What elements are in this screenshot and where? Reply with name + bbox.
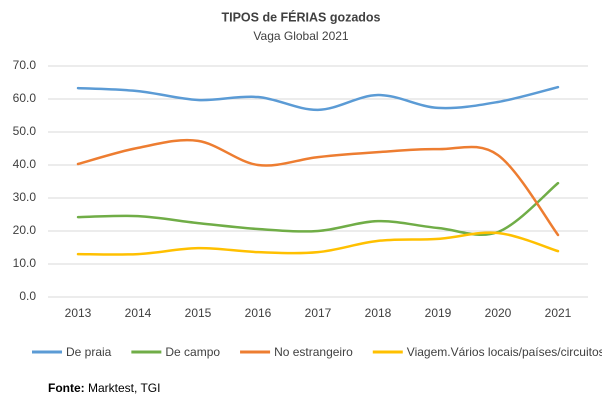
x-tick-label: 2018 [365, 306, 392, 320]
series-line [76, 181, 560, 237]
y-tick-label: 50.0 [13, 124, 37, 138]
source-label: Fonte: [48, 381, 85, 395]
chart-subtitle: Vaga Global 2021 [253, 29, 349, 43]
legend-label: De campo [165, 345, 220, 359]
x-tick-label: 2020 [485, 306, 512, 320]
y-tick-label: 60.0 [13, 91, 37, 105]
source-text: Marktest, TGI [85, 381, 161, 395]
x-tick-label: 2017 [305, 306, 332, 320]
x-tick-label: 2015 [185, 306, 212, 320]
y-tick-label: 0.0 [19, 289, 36, 303]
chart-title: TIPOS de FÉRIAS gozados [221, 9, 380, 24]
x-tick-label: 2021 [545, 306, 572, 320]
series-line [76, 138, 560, 237]
legend-label: Viagem.Vários locais/países/circuitos [407, 345, 602, 359]
y-tick-label: 40.0 [13, 157, 37, 171]
x-tick-label: 2014 [125, 306, 152, 320]
series-line [76, 231, 560, 256]
source: Fonte: Marktest, TGI [48, 381, 160, 395]
y-tick-label: 70.0 [13, 58, 37, 72]
y-tick-label: 20.0 [13, 223, 37, 237]
y-tick-label: 10.0 [13, 256, 37, 270]
x-tick-label: 2019 [425, 306, 452, 320]
y-tick-label: 30.0 [13, 190, 37, 204]
x-tick-label: 2016 [245, 306, 272, 320]
x-tick-label: 2013 [65, 306, 92, 320]
legend-label: No estrangeiro [274, 345, 353, 359]
legend-label: De praia [66, 345, 112, 359]
series-line [76, 85, 560, 112]
